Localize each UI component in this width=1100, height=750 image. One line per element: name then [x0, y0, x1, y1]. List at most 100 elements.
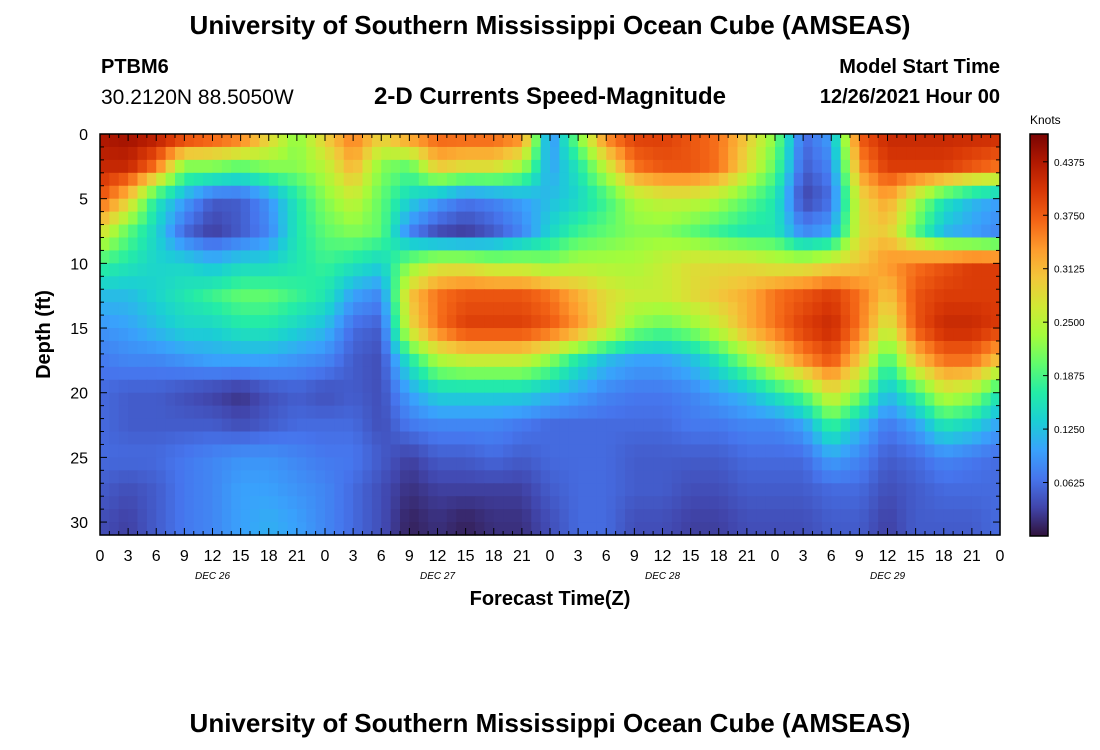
heatmap-cell: [362, 522, 373, 536]
heatmap-cell: [175, 250, 185, 264]
heatmap-cell: [418, 353, 429, 368]
heatmap-cell: [531, 457, 542, 471]
heatmap-cell: [765, 522, 776, 536]
heatmap-cell: [634, 496, 645, 510]
heatmap-cell: [793, 405, 804, 420]
heatmap-cell: [700, 522, 710, 536]
heatmap-cell: [990, 172, 1001, 187]
heatmap-cell: [521, 353, 532, 368]
heatmap-cell: [643, 444, 654, 458]
heatmap-cell: [503, 185, 514, 200]
heatmap-cell: [587, 263, 598, 277]
x-tick-label: 3: [349, 548, 358, 565]
heatmap-cell: [325, 379, 335, 394]
heatmap-cell: [390, 211, 401, 226]
heatmap-cell: [550, 276, 560, 290]
heatmap-cell: [493, 211, 504, 226]
heatmap-cell: [625, 444, 635, 458]
heatmap-cell: [578, 340, 589, 355]
heatmap-cell: [606, 509, 617, 523]
heatmap-cell: [878, 315, 889, 329]
heatmap-cell: [662, 276, 673, 290]
heatmap-cell: [315, 457, 326, 471]
heatmap-cell: [596, 276, 607, 290]
heatmap-cell: [700, 366, 710, 381]
heatmap-cell: [550, 483, 560, 497]
heatmap-cell: [634, 522, 645, 536]
heatmap-cell: [962, 211, 973, 226]
heatmap-cell: [287, 405, 298, 420]
heatmap-cell: [681, 211, 692, 226]
heatmap-cell: [446, 185, 457, 200]
heatmap-cell: [812, 366, 823, 381]
heatmap-cell: [728, 198, 739, 213]
heatmap-cell: [737, 146, 748, 161]
heatmap-cell: [231, 392, 242, 407]
heatmap-cell: [596, 328, 607, 342]
heatmap-cell: [146, 457, 157, 471]
heatmap-cell: [728, 522, 739, 536]
heatmap-cell: [278, 522, 289, 536]
heatmap-cell: [146, 366, 157, 381]
heatmap-cell: [990, 340, 1001, 355]
x-tick-label: 12: [879, 548, 897, 565]
heatmap-cell: [746, 211, 757, 226]
heatmap-cell: [765, 276, 776, 290]
heatmap-cell: [381, 159, 392, 174]
heatmap-cell: [568, 289, 579, 303]
heatmap-cell: [175, 418, 185, 433]
heatmap-cell: [943, 366, 954, 381]
heatmap-cell: [493, 146, 504, 161]
heatmap-cell: [728, 211, 739, 226]
heatmap-cell: [156, 509, 167, 523]
heatmap-cell: [700, 224, 710, 239]
heatmap-cell: [278, 146, 289, 161]
heatmap-cell: [821, 134, 832, 148]
heatmap-cell: [662, 250, 673, 264]
heatmap-cell: [887, 315, 898, 329]
heatmap-cell: [718, 302, 729, 316]
heatmap-cell: [615, 509, 626, 523]
heatmap-cell: [100, 328, 110, 342]
heatmap-cell: [990, 405, 1001, 420]
heatmap-cell: [803, 302, 814, 316]
heatmap-cell: [934, 315, 945, 329]
heatmap-cell: [109, 159, 120, 174]
heatmap-cell: [906, 146, 917, 161]
heatmap-cell: [137, 211, 148, 226]
heatmap-cell: [681, 315, 692, 329]
heatmap-cell: [137, 185, 148, 200]
heatmap-cell: [587, 146, 598, 161]
heatmap-cell: [325, 263, 335, 277]
heatmap-cell: [681, 405, 692, 420]
heatmap-cell: [446, 418, 457, 433]
heatmap-cell: [109, 224, 120, 239]
heatmap-cell: [971, 496, 982, 510]
heatmap-cell: [184, 263, 195, 277]
heatmap-cell: [746, 418, 757, 433]
heatmap-cell: [596, 185, 607, 200]
heatmap-cell: [109, 250, 120, 264]
heatmap-cell: [953, 250, 964, 264]
heatmap-cell: [859, 340, 870, 355]
heatmap-cell: [250, 159, 260, 174]
heatmap-cell: [690, 263, 701, 277]
heatmap-cell: [456, 159, 467, 174]
heatmap-cell: [587, 418, 598, 433]
heatmap-cell: [259, 483, 270, 497]
heatmap-cell: [625, 522, 635, 536]
heatmap-cell: [700, 172, 710, 187]
heatmap-cell: [934, 237, 945, 252]
heatmap-cell: [353, 276, 364, 290]
heatmap-cell: [850, 444, 860, 458]
heatmap-cell: [878, 366, 889, 381]
heatmap-cell: [371, 405, 382, 420]
heatmap-cell: [906, 263, 917, 277]
heatmap-cell: [521, 276, 532, 290]
heatmap-cell: [371, 353, 382, 368]
heatmap-cell: [953, 470, 964, 484]
heatmap-cell: [109, 328, 120, 342]
heatmap-cell: [700, 418, 710, 433]
heatmap-cell: [803, 289, 814, 303]
heatmap-cell: [418, 289, 429, 303]
